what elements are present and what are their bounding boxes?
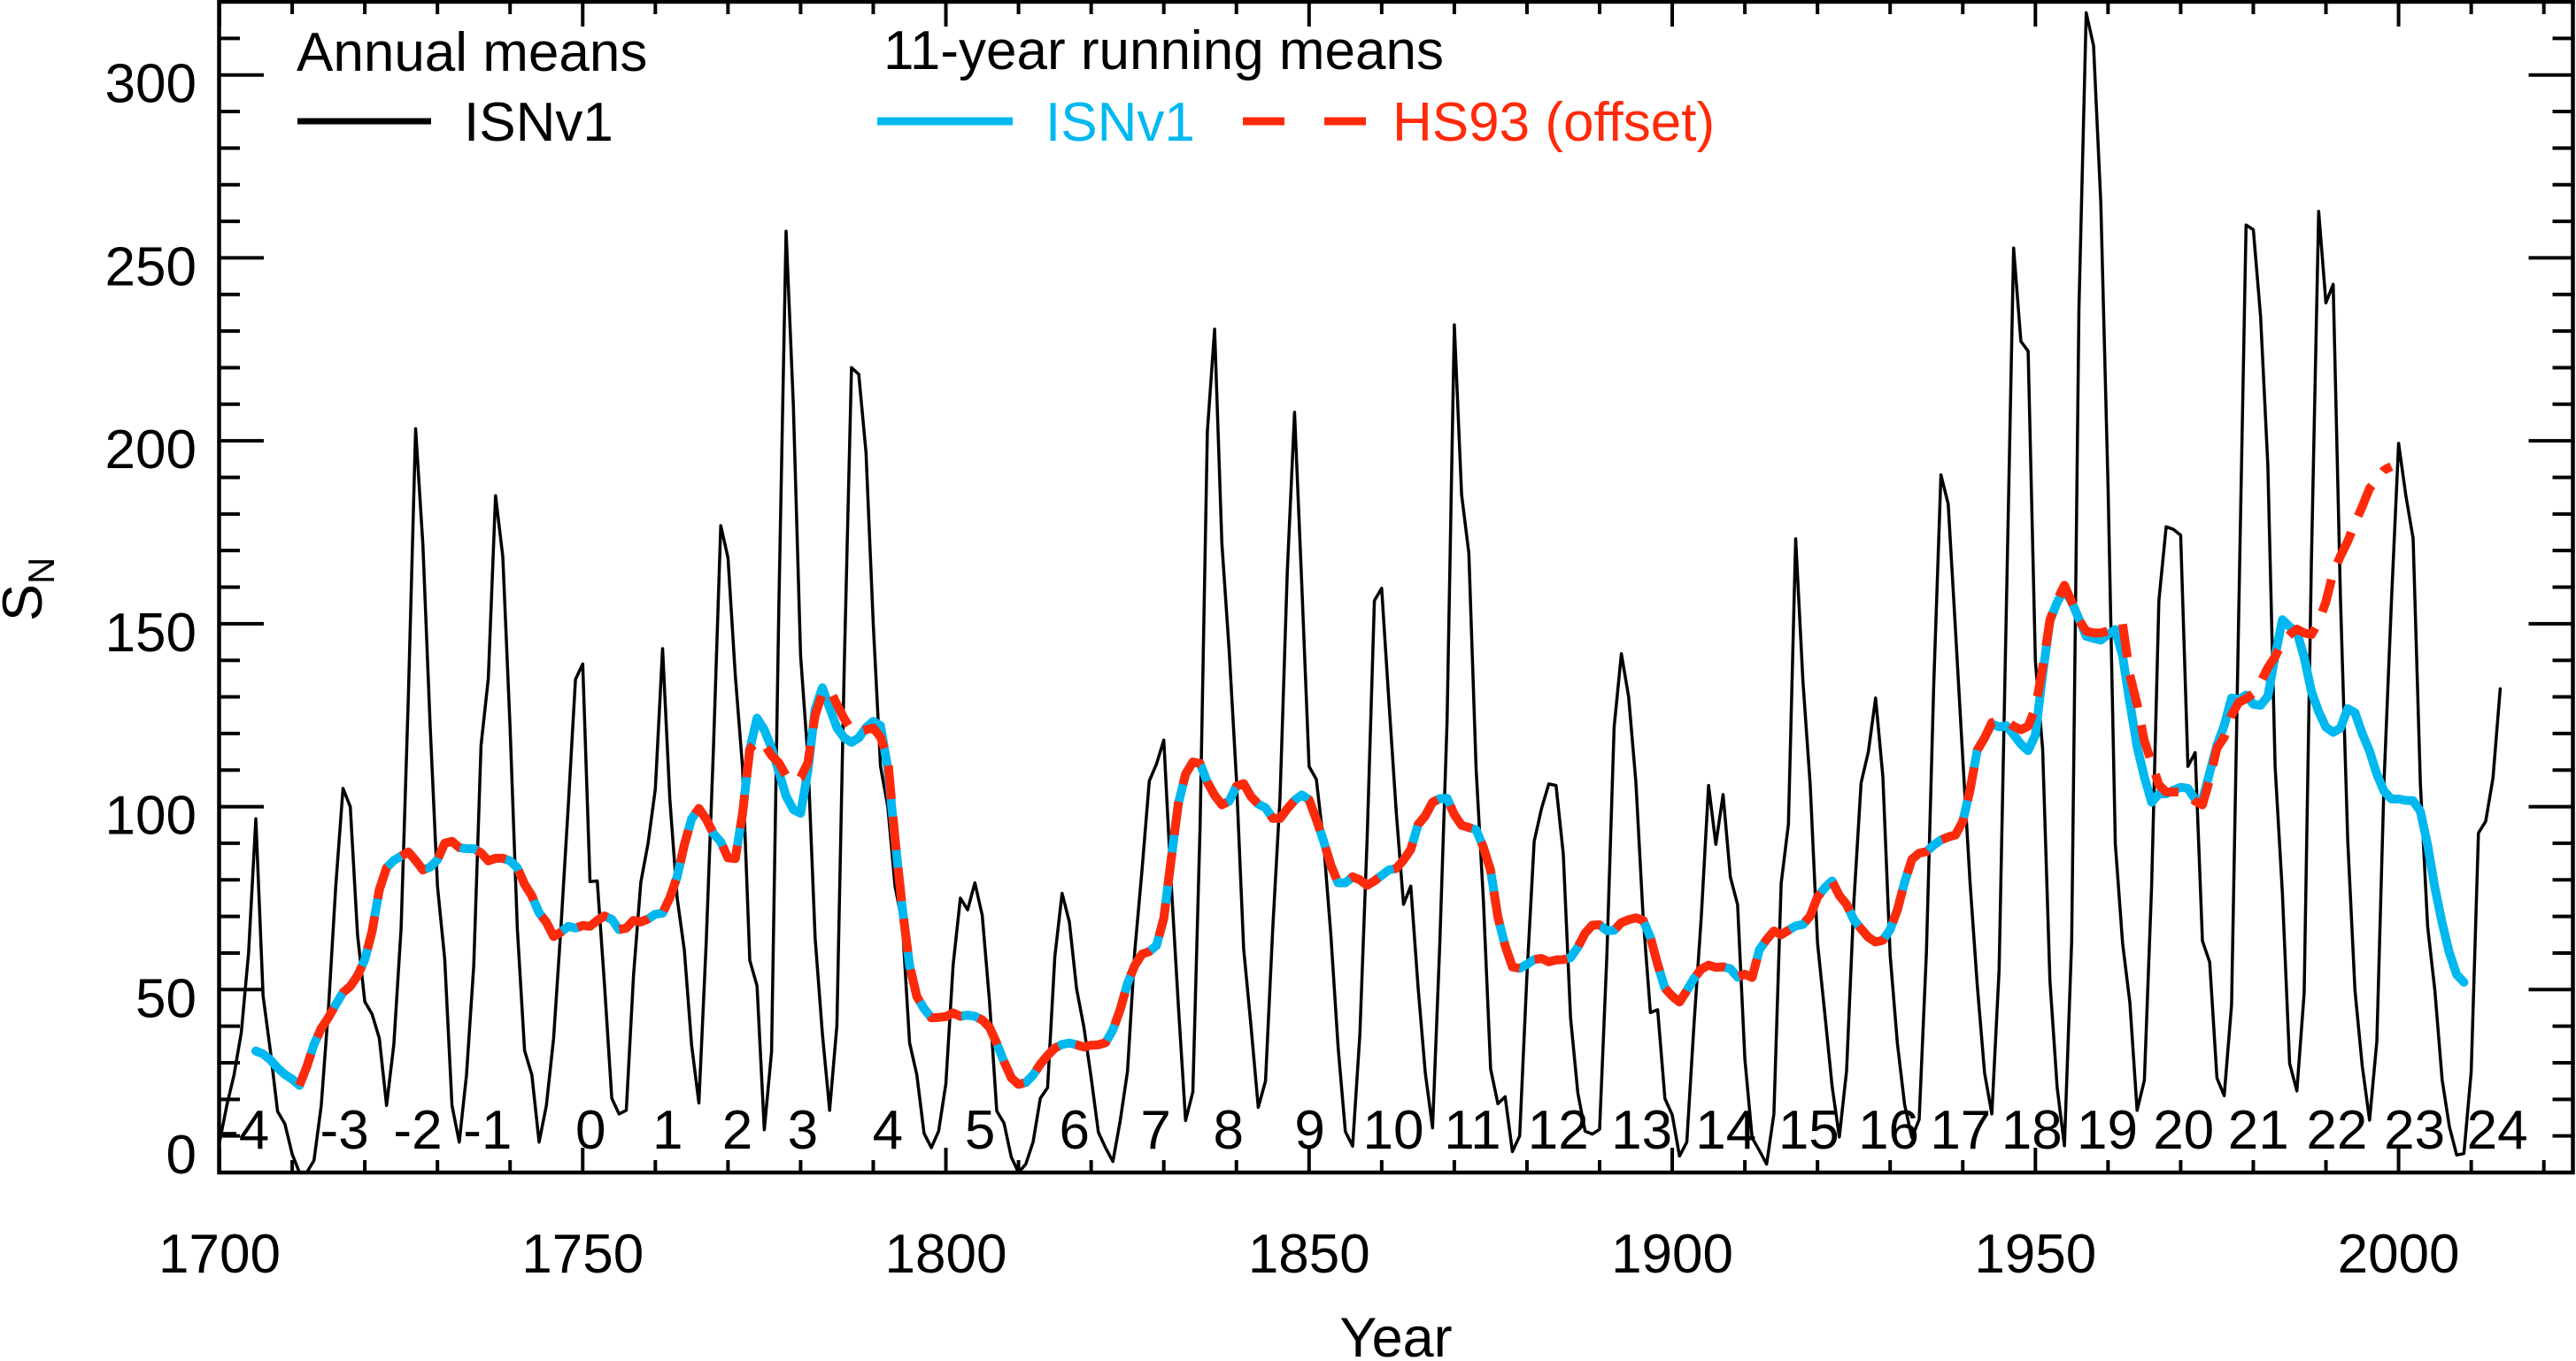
series-line-running-mean-hs93-offset [295, 462, 2394, 1089]
cycle-number-labels: -4 -3 -2 -1 0 1 2 3 4 5 6 7 8 9 10 11 12 13 14 15 16 17 18 19 20… [220, 1100, 2528, 1161]
cycle-label: 13 [1611, 1100, 1672, 1161]
cycle-label: 17 [1930, 1100, 1991, 1161]
y-tick-label: 150 [105, 603, 197, 664]
x-tick-label: 1950 [1974, 1224, 2096, 1285]
cycle-label: 1 [652, 1100, 683, 1161]
legend: Annual means ISNv1 11-year running means… [297, 20, 1715, 153]
y-tick-label: 300 [105, 54, 197, 115]
y-axis-title-subscript: N [20, 557, 62, 584]
x-tick-label: 1700 [158, 1224, 281, 1285]
y-tick-label: 200 [105, 419, 197, 481]
cycle-label: 14 [1695, 1100, 1756, 1161]
plot-axes-layer: 1700 1750 1800 1850 1900 1950 2000050100150200… [105, 0, 2575, 1285]
cycle-label: 5 [965, 1100, 995, 1161]
legend-running-header: 11-year running means [883, 20, 1444, 81]
cycle-label: 11 [1444, 1100, 1500, 1161]
cycle-label: -4 [220, 1100, 269, 1161]
cycle-label: 4 [873, 1100, 903, 1161]
legend-running-isnv1-label: ISNv1 [1045, 92, 1195, 153]
cycle-label: 19 [2077, 1100, 2138, 1161]
cycle-label: 3 [788, 1100, 818, 1161]
cycle-label: 12 [1528, 1100, 1589, 1161]
legend-annual-header: Annual means [297, 22, 647, 83]
cycle-label: 8 [1213, 1100, 1243, 1161]
y-axis-title-main: S [0, 584, 54, 621]
cycle-label: 22 [2306, 1100, 2367, 1161]
plot-frame [217, 0, 2575, 1175]
x-tick-label: 1850 [1248, 1224, 1370, 1285]
x-tick-label: 1800 [885, 1224, 1007, 1285]
series-line-annual-isnv1 [218, 11, 2503, 1174]
cycle-label: 21 [2228, 1100, 2289, 1161]
cycle-label: 23 [2384, 1100, 2445, 1161]
y-tick-label: 50 [135, 968, 197, 1029]
cycle-label: -3 [320, 1100, 369, 1161]
y-axis-title: SN [0, 557, 62, 621]
x-tick-label: 1750 [521, 1224, 644, 1285]
x-tick-label: 2000 [2338, 1224, 2460, 1285]
cycle-label: 20 [2153, 1100, 2214, 1161]
cycle-label: 18 [2001, 1100, 2063, 1161]
cycle-label: 24 [2467, 1100, 2528, 1161]
y-tick-label: 0 [166, 1125, 197, 1186]
cycle-label: -1 [463, 1100, 512, 1161]
cycle-label: 2 [722, 1100, 752, 1161]
cycle-label: -2 [393, 1100, 442, 1161]
cycle-label: 10 [1362, 1100, 1423, 1161]
cycle-label: 6 [1060, 1100, 1090, 1161]
x-tick-label: 1900 [1611, 1224, 1733, 1285]
cycle-label: 7 [1140, 1100, 1170, 1161]
y-tick-label: 250 [105, 236, 197, 297]
x-axis-title: Year [1339, 1307, 1452, 1361]
legend-annual-isnv1-label: ISNv1 [464, 92, 613, 153]
legend-hs93-label: HS93 (offset) [1392, 92, 1715, 153]
y-tick-label: 100 [105, 786, 197, 847]
plot-series-layer [218, 11, 2503, 1174]
cycle-label: 16 [1858, 1100, 1919, 1161]
cycle-label: 0 [575, 1100, 605, 1161]
cycle-label: 15 [1778, 1100, 1839, 1161]
